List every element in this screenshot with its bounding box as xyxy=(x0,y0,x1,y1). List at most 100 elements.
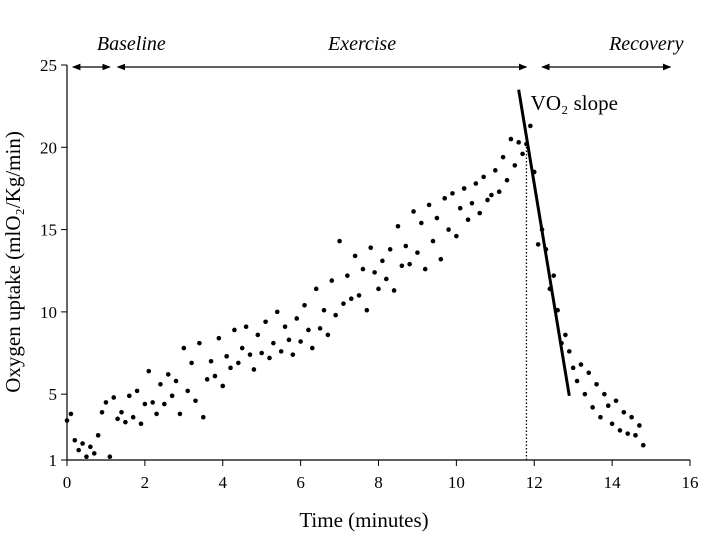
data-point xyxy=(512,163,518,168)
data-point xyxy=(169,393,175,399)
y-tick-label: 5 xyxy=(49,385,58,404)
data-point xyxy=(582,391,588,397)
data-point xyxy=(247,352,253,357)
slope-line xyxy=(517,89,571,397)
data-point xyxy=(306,327,311,333)
y-tick-label: 10 xyxy=(40,303,57,322)
data-point xyxy=(504,177,510,183)
data-point xyxy=(446,227,451,232)
data-point xyxy=(88,444,93,450)
x-tick-label: 16 xyxy=(682,473,699,492)
data-point xyxy=(387,247,393,252)
data-point xyxy=(337,238,342,244)
data-point xyxy=(158,381,163,387)
x-tick-label: 10 xyxy=(448,473,465,492)
data-point xyxy=(119,409,124,415)
data-point xyxy=(91,451,97,456)
data-point xyxy=(193,398,198,404)
data-point xyxy=(333,312,338,318)
data-point xyxy=(224,354,229,359)
data-point xyxy=(489,192,494,198)
data-point xyxy=(438,256,444,262)
data-point xyxy=(566,349,572,354)
data-point xyxy=(204,377,210,382)
data-point xyxy=(516,140,521,145)
data-point xyxy=(469,200,475,206)
data-point xyxy=(368,245,374,250)
x-tick-label: 6 xyxy=(296,473,305,492)
data-point xyxy=(605,403,611,408)
data-point xyxy=(578,362,584,367)
phase-label: Exercise xyxy=(327,33,396,55)
data-point xyxy=(563,332,568,338)
data-point xyxy=(142,401,148,407)
x-tick-label: 8 xyxy=(374,473,383,492)
data-point xyxy=(255,332,261,338)
data-point xyxy=(403,243,409,249)
data-point xyxy=(640,442,646,448)
data-point xyxy=(528,123,533,129)
data-point xyxy=(64,418,70,423)
data-point xyxy=(200,414,206,420)
data-point xyxy=(267,355,272,361)
data-point xyxy=(434,215,440,221)
data-point xyxy=(271,340,276,346)
data-point xyxy=(415,250,420,255)
data-point xyxy=(493,168,498,173)
data-point xyxy=(123,419,128,425)
data-point xyxy=(376,286,381,292)
data-point xyxy=(290,352,296,357)
data-point xyxy=(586,370,592,376)
data-point xyxy=(345,273,350,278)
data-point xyxy=(294,316,300,321)
data-point xyxy=(208,358,214,364)
data-point xyxy=(356,293,362,298)
y-axis-label: Oxygen uptake (mlO₂/Kg/min) xyxy=(1,131,25,393)
data-point xyxy=(613,398,619,404)
data-point xyxy=(278,349,284,354)
data-point xyxy=(465,217,471,223)
x-axis-label: Time (minutes) xyxy=(299,508,428,532)
data-point xyxy=(621,409,627,415)
data-point xyxy=(629,414,634,420)
data-point xyxy=(259,350,264,356)
slope-label: VO₂ slope xyxy=(531,91,618,115)
phase-label: Recovery xyxy=(608,33,684,55)
x-tick-label: 4 xyxy=(219,473,228,492)
data-point xyxy=(609,421,615,427)
data-point xyxy=(107,454,113,460)
data-point xyxy=(99,409,105,415)
data-point xyxy=(407,261,412,267)
data-point xyxy=(127,393,132,399)
data-point xyxy=(212,373,218,379)
y-tick-label: 20 xyxy=(40,138,57,157)
data-point xyxy=(173,378,179,384)
data-point xyxy=(111,395,117,400)
phase-label: Baseline xyxy=(97,33,166,55)
data-point xyxy=(520,151,525,157)
data-point xyxy=(430,238,436,244)
data-point xyxy=(485,197,490,203)
data-point xyxy=(598,414,603,420)
data-point xyxy=(115,416,120,422)
data-point xyxy=(473,181,479,186)
data-point xyxy=(154,411,159,417)
data-point xyxy=(181,345,187,351)
data-point xyxy=(481,174,486,180)
data-point xyxy=(228,365,233,371)
data-point xyxy=(216,335,222,341)
data-point xyxy=(411,209,416,214)
data-point xyxy=(399,263,405,269)
data-point xyxy=(590,405,595,410)
data-point xyxy=(220,383,226,389)
data-point xyxy=(146,368,152,374)
data-point xyxy=(360,266,366,272)
data-point xyxy=(348,296,354,302)
data-point xyxy=(95,433,101,438)
data-point xyxy=(535,242,541,247)
y-tick-label: 25 xyxy=(40,56,57,75)
data-point xyxy=(239,345,245,351)
data-point xyxy=(76,447,81,453)
data-point xyxy=(313,286,319,292)
